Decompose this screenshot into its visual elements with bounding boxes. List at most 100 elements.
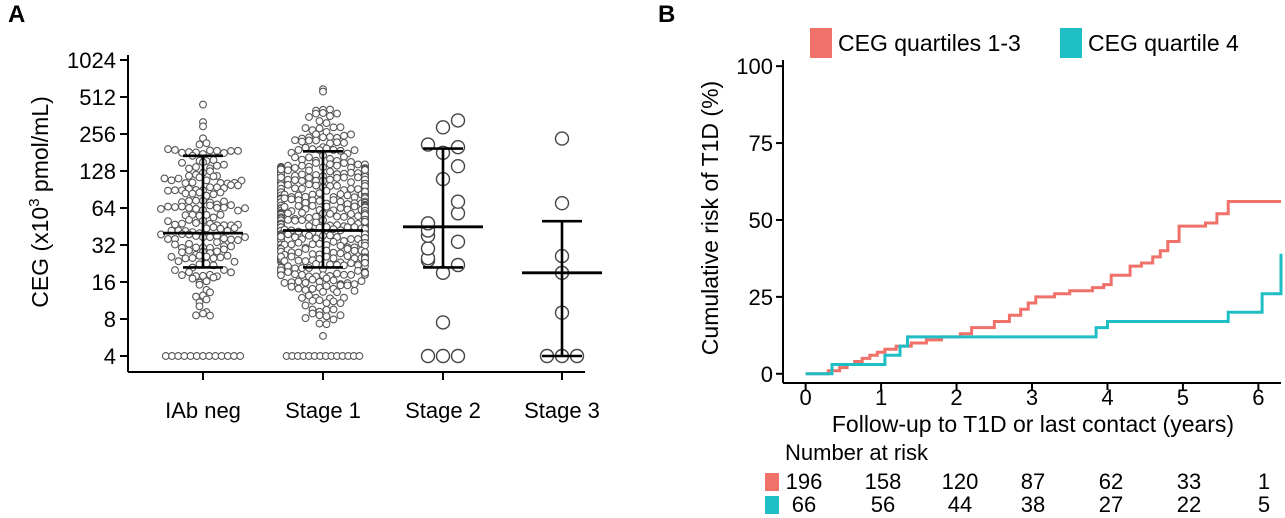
data-point: [336, 241, 345, 250]
risk-value: 44: [948, 492, 972, 517]
data-point: [308, 201, 317, 210]
data-point: [329, 123, 338, 132]
data-point: [195, 140, 204, 149]
data-point: [291, 163, 299, 172]
data-point: [312, 159, 320, 167]
data-point: [350, 246, 359, 255]
data-point: [213, 161, 221, 170]
data-point: [206, 311, 214, 320]
data-point: [280, 202, 289, 211]
data-point: [213, 247, 221, 256]
data-point: [178, 271, 186, 280]
panel-b-x-tick-label: 0: [800, 385, 812, 410]
data-point: [355, 352, 364, 360]
data-point: [294, 256, 303, 265]
panel-b-y-tick-label: 100: [736, 54, 773, 79]
data-point: [308, 296, 317, 305]
data-point: [347, 130, 355, 139]
data-point: [319, 332, 327, 340]
risk-value: 87: [1021, 469, 1045, 494]
data-point: [195, 280, 204, 289]
data-point: [347, 184, 355, 193]
data-point: [308, 284, 317, 293]
data-point: [333, 138, 341, 147]
data-point: [322, 299, 331, 307]
data-point: [336, 281, 345, 290]
data-point: [315, 311, 324, 320]
data-point: [209, 213, 218, 222]
data-point: [185, 197, 193, 205]
data-point: [350, 146, 359, 155]
data-point: [301, 278, 310, 287]
data-point: [216, 224, 225, 233]
risk-row-swatch-2: [765, 496, 779, 514]
data-point: [209, 273, 218, 282]
data-point: [298, 208, 306, 217]
panel-a-label: A: [8, 1, 25, 28]
panel-a-y-tick-label: 256: [79, 122, 116, 147]
data-point: [206, 183, 214, 192]
data-point: [192, 196, 200, 205]
data-point: [213, 238, 221, 247]
data-point: [326, 105, 334, 114]
data-point: [174, 174, 183, 183]
data-point: [340, 173, 348, 182]
data-point: [178, 248, 186, 257]
data-point: [333, 212, 341, 221]
series-line-2: [805, 253, 1283, 376]
data-point: [164, 186, 172, 195]
data-point: [319, 287, 327, 296]
panel-b-y-tick-label: 75: [749, 131, 773, 156]
data-point: [178, 202, 186, 211]
panel-b-x-axis-title: Follow-up to T1D or last contact (years): [832, 411, 1234, 437]
data-point: [230, 224, 239, 232]
data-point: [188, 189, 197, 198]
panel-a-x-tick-label: IAb neg: [165, 398, 241, 423]
data-point: [291, 184, 299, 193]
data-point: [287, 195, 296, 204]
data-point: [305, 113, 313, 121]
data-point: [174, 257, 183, 266]
panel-a-x-tick-label: Stage 1: [285, 398, 361, 423]
risk-value: 1: [1258, 469, 1270, 494]
data-point: [354, 160, 362, 169]
data-point: [420, 348, 436, 364]
data-point: [185, 246, 193, 255]
data-point: [450, 234, 466, 249]
data-point: [206, 201, 214, 210]
data-point: [206, 288, 214, 297]
data-point: [277, 165, 285, 174]
data-point: [336, 299, 345, 308]
data-point: [185, 268, 193, 277]
data-point: [284, 180, 292, 189]
data-point: [329, 297, 338, 306]
data-point: [298, 161, 306, 170]
data-point: [216, 210, 225, 219]
data-point: [216, 188, 225, 197]
data-point: [199, 100, 207, 109]
data-point: [209, 190, 218, 199]
data-point: [450, 113, 466, 128]
data-point: [347, 217, 355, 226]
data-point: [185, 164, 193, 173]
data-point: [301, 301, 310, 310]
panel-b-label: B: [658, 1, 675, 28]
data-point: [333, 269, 341, 278]
risk-value: 56: [871, 492, 895, 517]
data-point: [185, 171, 193, 180]
risk-row-swatch-1: [765, 473, 779, 491]
data-point: [322, 274, 331, 283]
data-point: [333, 181, 341, 190]
risk-value: 33: [1177, 469, 1201, 494]
data-point: [343, 281, 352, 290]
data-point: [294, 248, 303, 257]
data-point: [202, 295, 211, 304]
data-point: [326, 112, 334, 121]
data-point: [181, 189, 190, 198]
data-point: [178, 219, 186, 228]
data-point: [329, 305, 338, 314]
data-point: [305, 180, 313, 189]
data-point: [329, 196, 338, 204]
panel-a-x-tick-label: Stage 2: [405, 398, 481, 423]
